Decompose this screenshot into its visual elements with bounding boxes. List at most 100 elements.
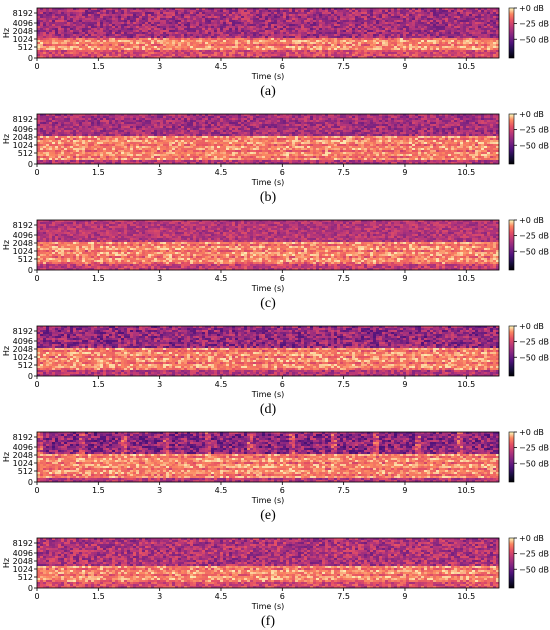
heatmap-cell: [85, 30, 89, 33]
heatmap-cell: [292, 38, 296, 41]
heatmap-cell: [301, 8, 305, 11]
heatmap-cell: [226, 32, 230, 35]
heatmap-cell: [478, 14, 482, 17]
heatmap-cell: [88, 50, 92, 53]
heatmap-cell: [361, 46, 365, 49]
heatmap-cell: [337, 116, 341, 119]
heatmap-cell: [118, 8, 122, 11]
heatmap-cell: [412, 126, 416, 129]
heatmap-cell: [349, 126, 353, 129]
heatmap-cell: [190, 42, 194, 45]
heatmap-cell: [331, 124, 335, 127]
heatmap-cell: [37, 34, 41, 37]
heatmap-cell: [382, 18, 386, 21]
heatmap-cell: [457, 50, 461, 53]
heatmap-cell: [199, 46, 203, 49]
heatmap-cell: [394, 18, 398, 21]
heatmap-cell: [490, 30, 494, 33]
heatmap-cell: [355, 116, 359, 119]
heatmap-cell: [178, 8, 182, 11]
heatmap-cell: [94, 14, 98, 17]
heatmap-cell: [70, 116, 74, 119]
heatmap-cell: [379, 54, 383, 57]
heatmap-cell: [439, 30, 443, 33]
heatmap-cell: [73, 128, 77, 131]
heatmap-cell: [472, 116, 476, 119]
heatmap-cell: [445, 54, 449, 57]
heatmap-cell: [415, 114, 419, 117]
heatmap-cell: [346, 40, 350, 43]
heatmap-cell: [328, 26, 332, 29]
heatmap-cell: [148, 36, 152, 39]
heatmap-cell: [379, 8, 383, 11]
heatmap-cell: [103, 118, 107, 121]
heatmap-cell: [193, 28, 197, 31]
heatmap-cell: [241, 40, 245, 43]
heatmap-cell: [37, 124, 41, 127]
heatmap-cell: [361, 34, 365, 37]
heatmap-cell: [385, 116, 389, 119]
heatmap-cell: [460, 26, 464, 29]
heatmap-cell: [424, 126, 428, 129]
heatmap-cell: [73, 124, 77, 127]
heatmap-cell: [406, 10, 410, 13]
heatmap-cell: [214, 18, 218, 21]
heatmap-cell: [268, 114, 272, 117]
heatmap-cell: [154, 44, 158, 47]
heatmap-cell: [115, 20, 119, 23]
heatmap-cell: [151, 116, 155, 119]
heatmap-cell: [214, 28, 218, 31]
heatmap-cell: [364, 124, 368, 127]
heatmap-cell: [226, 22, 230, 25]
heatmap-cell: [181, 20, 185, 23]
heatmap-cell: [40, 24, 44, 27]
heatmap-cell: [340, 44, 344, 47]
heatmap-cell: [61, 50, 65, 53]
heatmap-cell: [406, 30, 410, 33]
heatmap-cell: [367, 40, 371, 43]
heatmap-cell: [118, 42, 122, 45]
heatmap-cell: [244, 116, 248, 119]
heatmap-cell: [259, 12, 263, 15]
heatmap-cell: [169, 44, 173, 47]
heatmap-cell: [91, 44, 95, 47]
heatmap-cell: [421, 114, 425, 117]
heatmap-cell: [472, 34, 476, 37]
heatmap-cell: [331, 16, 335, 19]
heatmap-cell: [439, 32, 443, 35]
heatmap-cell: [496, 14, 500, 17]
heatmap-cell: [130, 8, 134, 11]
heatmap-cell: [352, 56, 356, 59]
heatmap-cell: [280, 46, 284, 49]
heatmap-cell: [250, 50, 254, 53]
heatmap-cell: [340, 40, 344, 43]
heatmap-cell: [196, 34, 200, 37]
heatmap-cell: [244, 8, 248, 11]
heatmap-cell: [400, 26, 404, 29]
heatmap-cell: [286, 8, 290, 11]
heatmap-cell: [376, 14, 380, 17]
heatmap-cell: [73, 12, 77, 15]
heatmap-cell: [262, 52, 266, 55]
heatmap-cell: [160, 26, 164, 29]
heatmap-cell: [310, 118, 314, 121]
heatmap-cell: [52, 120, 56, 123]
heatmap-cell: [469, 52, 473, 55]
heatmap-cell: [469, 44, 473, 47]
heatmap-cell: [181, 54, 185, 57]
heatmap-cell: [292, 56, 296, 59]
heatmap-cell: [403, 54, 407, 57]
heatmap-cell: [496, 118, 500, 121]
heatmap-cell: [238, 10, 242, 13]
heatmap-cell: [463, 124, 467, 127]
heatmap-cell: [136, 32, 140, 35]
heatmap-cell: [55, 32, 59, 35]
heatmap-cell: [493, 46, 497, 49]
heatmap-cell: [82, 8, 86, 11]
heatmap-cell: [166, 38, 170, 41]
heatmap-cell: [253, 18, 257, 21]
heatmap-cell: [139, 124, 143, 127]
heatmap-cell: [205, 34, 209, 37]
heatmap-cell: [367, 32, 371, 35]
heatmap-cell: [160, 54, 164, 57]
